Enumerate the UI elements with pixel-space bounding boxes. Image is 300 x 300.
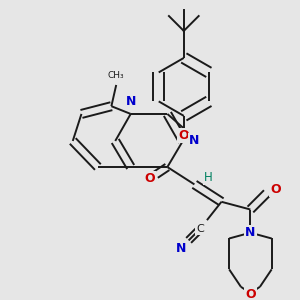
Text: N: N [176, 242, 186, 255]
Text: O: O [145, 172, 155, 185]
Text: H: H [204, 171, 212, 184]
Text: O: O [178, 129, 189, 142]
Text: O: O [245, 288, 256, 300]
Text: O: O [270, 183, 281, 196]
Text: CH₃: CH₃ [108, 71, 124, 80]
Text: N: N [245, 226, 256, 239]
Text: C: C [196, 224, 204, 234]
Text: N: N [189, 134, 200, 148]
Text: N: N [125, 95, 136, 108]
